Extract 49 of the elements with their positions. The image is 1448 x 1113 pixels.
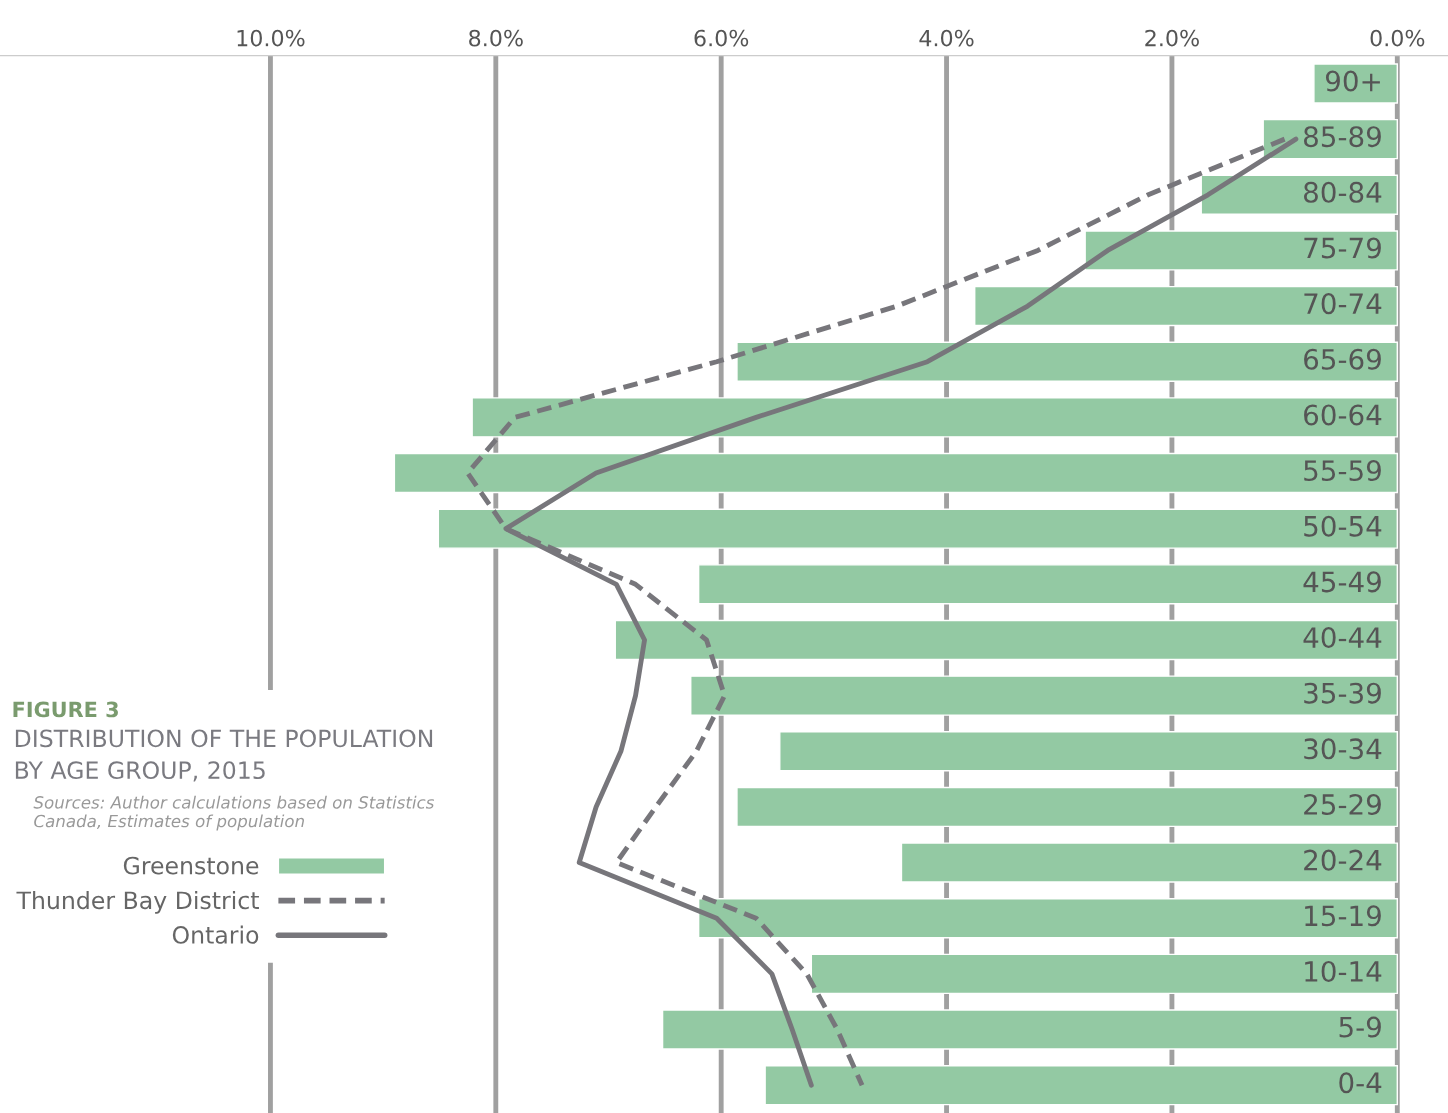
y-tick-label: 50-54 xyxy=(1304,515,1382,537)
y-tick-label: 15-19 xyxy=(1305,905,1381,927)
bar xyxy=(779,731,1398,772)
y-tick-label: 5-9 xyxy=(1339,1016,1381,1038)
y-tick-label: 85-89 xyxy=(1304,126,1381,148)
bar xyxy=(690,675,1398,716)
y-tick-label: 45-49 xyxy=(1303,571,1381,593)
x-tick-label: 6.0% xyxy=(694,29,749,47)
bar xyxy=(974,285,1398,327)
y-tick-label: 80-84 xyxy=(1304,181,1382,203)
bar xyxy=(1084,230,1398,271)
bar xyxy=(810,953,1398,995)
y-tick-label: 55-59 xyxy=(1304,460,1381,482)
annotation: Sources: Author calculations based on Statistics Canada, Estimates of population xyxy=(33,795,435,831)
bar xyxy=(661,1009,1398,1050)
y-tick-label: 60-64 xyxy=(1304,404,1382,426)
y-tick-label: 20-24 xyxy=(1304,849,1382,871)
bar xyxy=(764,1065,1398,1106)
y-tick-label: 25-29 xyxy=(1304,793,1381,815)
bar xyxy=(697,898,1398,939)
x-tick-label: 2.0% xyxy=(1145,29,1199,47)
y-tick-label: 10-14 xyxy=(1305,960,1382,982)
y-tick-label: 40-44 xyxy=(1303,627,1382,649)
legend-label: Ontario xyxy=(172,925,259,944)
bar xyxy=(736,341,1398,382)
bar xyxy=(393,452,1398,494)
bar xyxy=(471,397,1398,438)
y-tick-label: 35-39 xyxy=(1304,682,1381,704)
y-tick-label: 0-4 xyxy=(1339,1072,1382,1094)
bar xyxy=(900,842,1398,883)
bar xyxy=(736,786,1398,828)
y-tick-label: 90+ xyxy=(1325,70,1380,92)
y-tick-label: 65-69 xyxy=(1304,348,1381,370)
y-tick-label: 75-79 xyxy=(1304,237,1381,259)
text: FIGURE 3 xyxy=(13,701,118,718)
x-tick-label: 0.0% xyxy=(1370,29,1425,47)
legend-label: Thunder Bay District xyxy=(16,890,259,914)
text: DISTRIBUTION OF THE POPULATION BY AGE GROUP, 2015 xyxy=(15,729,433,782)
x-tick-label: 8.0% xyxy=(469,29,523,47)
bar xyxy=(697,564,1398,605)
x-tick-label: 4.0% xyxy=(919,29,974,47)
bar xyxy=(1313,63,1398,104)
x-tick-label: 10.0% xyxy=(237,29,305,47)
bar xyxy=(614,619,1398,661)
bar xyxy=(437,508,1398,549)
y-tick-label: 70-74 xyxy=(1304,293,1382,315)
bar xyxy=(1200,174,1398,215)
y-tick-label: 30-34 xyxy=(1304,738,1382,760)
legend-label: Greenstone xyxy=(123,856,259,875)
